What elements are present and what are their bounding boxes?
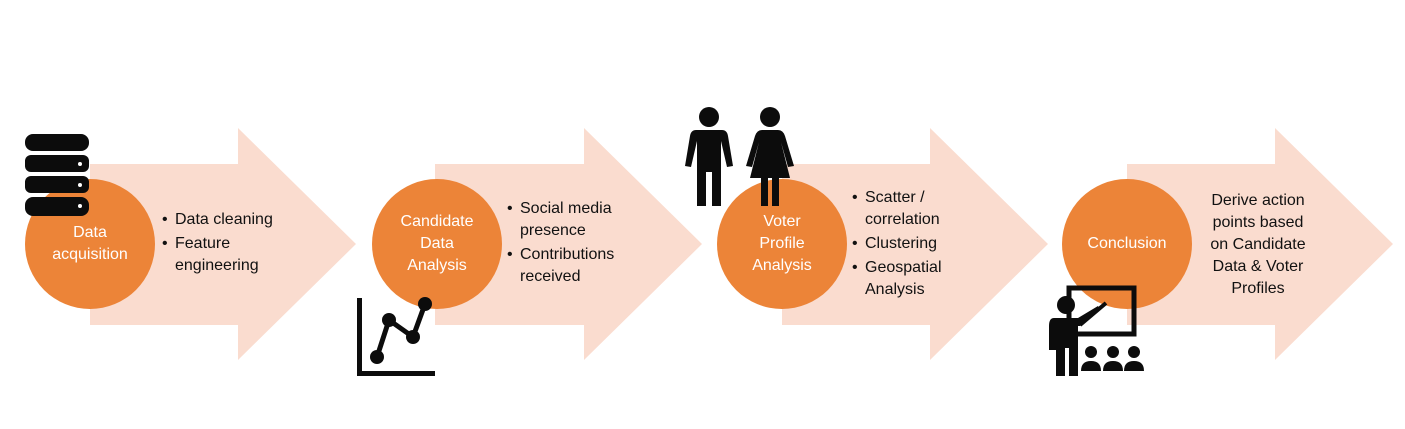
line-chart-icon [357, 297, 435, 376]
step-4-title: Conclusion [1087, 235, 1167, 252]
step-2-title: Candidate Data Analysis [400, 213, 474, 274]
list-item: Data cleaning [162, 209, 312, 231]
step-3-circle [717, 179, 847, 309]
list-item: Scatter / correlation [852, 187, 1002, 231]
step-3-title: Voter Profile Analysis [752, 213, 812, 274]
list-item: Feature engineering [162, 233, 312, 277]
people-icon [685, 107, 794, 206]
step-1-bullets: Data cleaning Feature engineering [162, 209, 312, 279]
step-4-text: Derive action points based on Candidate … [1210, 192, 1306, 297]
database-icon [25, 134, 89, 216]
presentation-icon [1049, 285, 1144, 376]
step-3-bullets: Scatter / correlation Clustering Geospat… [852, 187, 1002, 303]
list-item: Clustering [852, 233, 1002, 255]
step-4-circle [1062, 179, 1192, 309]
step-2-circle [372, 179, 502, 309]
step-4-arrow [1127, 128, 1393, 360]
step-2-bullets: Social media presence Contributions rece… [507, 198, 657, 290]
list-item: Social media presence [507, 198, 657, 242]
step-1-title: Data acquisition [52, 224, 128, 263]
list-item: Contributions received [507, 244, 657, 288]
list-item: Geospatial Analysis [852, 257, 1002, 301]
